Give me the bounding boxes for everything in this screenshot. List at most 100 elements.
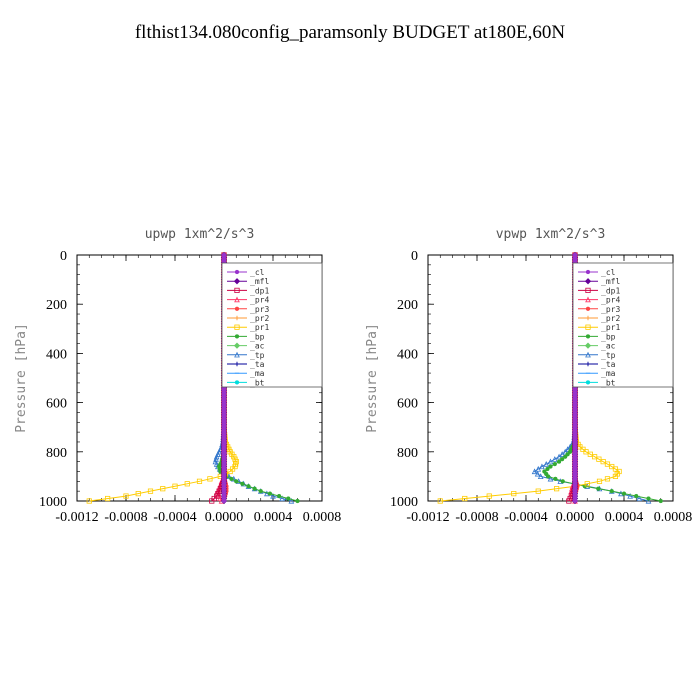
figure-title: flthist134.080config_paramsonly BUDGET a… xyxy=(134,22,566,43)
x-tick-label: 0.0004 xyxy=(254,510,293,525)
data-point xyxy=(572,498,578,504)
data-point xyxy=(160,486,166,492)
data-point xyxy=(105,495,111,502)
data-point xyxy=(279,495,286,502)
legend-label: _bp xyxy=(601,332,616,341)
data-point xyxy=(267,491,273,496)
y-tick-label: 1000 xyxy=(390,495,418,510)
legend-label: _ac xyxy=(601,342,616,351)
legend-entry: _bt xyxy=(227,378,265,387)
legend-entry: _pr4 xyxy=(227,296,269,305)
data-point xyxy=(547,475,554,482)
y-tick-label: 600 xyxy=(46,397,67,412)
data-point xyxy=(545,466,550,472)
legend-label: _dp1 xyxy=(601,286,620,295)
legend-label: _cl xyxy=(601,268,616,277)
legend-entry: _pr4 xyxy=(578,296,620,305)
data-point xyxy=(596,486,601,491)
legend-marker xyxy=(234,324,240,330)
data-point xyxy=(556,453,562,460)
x-tick-label: -0.0008 xyxy=(104,510,147,525)
data-point xyxy=(240,481,245,486)
legend-entry: _ac xyxy=(227,342,265,351)
x-tick-label: 0.0000 xyxy=(556,510,595,525)
data-point xyxy=(86,498,92,504)
y-tick-label: 0 xyxy=(60,249,67,264)
data-point xyxy=(486,493,492,499)
data-point xyxy=(437,498,443,504)
data-point xyxy=(636,495,643,502)
y-tick-label: 1000 xyxy=(39,495,67,510)
legend-label: _pr3 xyxy=(601,305,620,314)
legend-label: _tp xyxy=(250,351,265,360)
legend-entry: _cl xyxy=(578,268,616,277)
legend-entry: _ma xyxy=(227,369,265,378)
legend-marker xyxy=(233,342,241,349)
data-point xyxy=(227,468,233,475)
data-point xyxy=(276,493,282,499)
legend-marker xyxy=(585,380,591,385)
data-point xyxy=(539,463,545,470)
x-tick-label: 0.0000 xyxy=(205,510,244,525)
legend-label: _mfl xyxy=(250,277,269,286)
y-tick-label: 400 xyxy=(397,347,418,362)
data-point xyxy=(559,451,565,457)
data-point xyxy=(621,491,627,496)
y-tick-label: 800 xyxy=(397,446,418,461)
legend-marker xyxy=(585,351,591,358)
legend-entry: _dp1 xyxy=(227,286,269,295)
data-point xyxy=(552,461,557,467)
data-point xyxy=(584,481,590,487)
legend-label: _bt xyxy=(250,378,265,387)
x-tick-label: -0.0004 xyxy=(504,510,547,525)
data-point xyxy=(564,446,571,452)
legend-entry: _bp xyxy=(578,332,616,341)
data-point xyxy=(221,498,227,504)
legend-label: _pr4 xyxy=(601,296,620,305)
data-point xyxy=(627,492,633,499)
legend-label: _pr1 xyxy=(250,323,269,332)
data-point xyxy=(551,456,558,462)
legend-label: _ac xyxy=(250,342,265,351)
data-point xyxy=(609,489,614,494)
data-point xyxy=(462,495,468,502)
x-tick-label: -0.0012 xyxy=(406,510,449,525)
legend-marker xyxy=(585,306,591,311)
data-point xyxy=(612,473,619,480)
y-tick-label: 400 xyxy=(46,347,67,362)
data-point xyxy=(534,470,541,477)
data-point xyxy=(288,497,295,504)
data-point xyxy=(535,465,542,472)
legend-entry: _mfl xyxy=(578,277,620,286)
legend-label: _dp1 xyxy=(250,286,269,295)
data-point xyxy=(563,454,568,459)
legend-entry: _ma xyxy=(578,369,616,378)
legend-entry: _tp xyxy=(578,351,616,360)
legend-marker xyxy=(585,296,591,303)
legend-marker xyxy=(584,278,592,285)
legend-label: _ma xyxy=(250,369,265,378)
data-point xyxy=(147,488,154,494)
legend-marker xyxy=(234,361,240,367)
x-tick-label: -0.0004 xyxy=(153,510,196,525)
data-point xyxy=(566,498,572,504)
legend-label: _pr2 xyxy=(250,314,269,323)
data-point xyxy=(634,493,639,499)
data-point xyxy=(270,492,276,499)
data-point xyxy=(553,476,558,482)
legend-marker xyxy=(585,324,591,330)
legend-marker xyxy=(233,278,241,285)
data-point xyxy=(252,486,257,491)
data-point xyxy=(123,493,129,499)
legend-entry: _pr1 xyxy=(578,323,620,332)
legend-entry: _cl xyxy=(227,268,265,277)
legend-entry: _pr3 xyxy=(578,305,620,314)
data-point xyxy=(172,483,178,489)
legend-entry: _pr1 xyxy=(227,323,269,332)
y-tick-label: 0 xyxy=(411,249,418,264)
legend-entry: _bt xyxy=(578,378,616,387)
data-point xyxy=(537,473,544,480)
y-tick-label: 200 xyxy=(46,298,67,313)
legend-entry: _pr2 xyxy=(578,314,620,323)
legend-entry: _ac xyxy=(578,342,616,351)
